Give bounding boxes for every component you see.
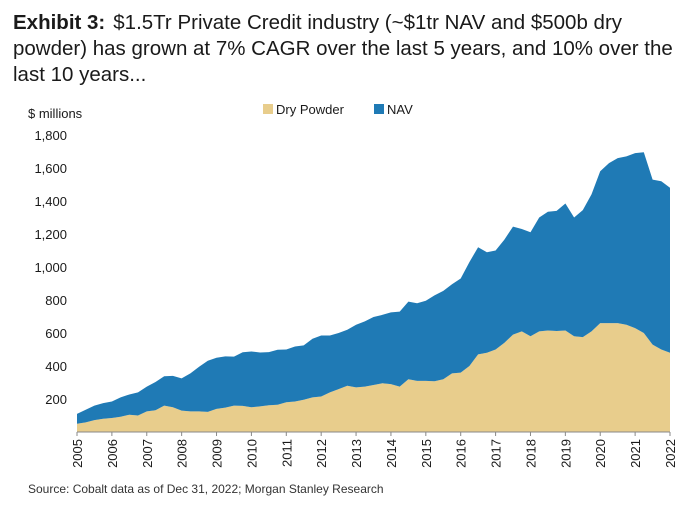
x-tick-label: 2022 xyxy=(663,439,678,468)
y-tick-label: 1,600 xyxy=(34,161,67,176)
source-note: Source: Cobalt data as of Dec 31, 2022; … xyxy=(28,482,384,496)
chart-title: Exhibit 3: $1.5Tr Private Credit industry… xyxy=(13,10,693,88)
x-tick-label: 2017 xyxy=(489,439,504,468)
legend-swatch-nav xyxy=(374,104,384,114)
x-tick-label: 2019 xyxy=(558,439,573,468)
y-axis-title: $ millions xyxy=(28,106,83,121)
y-axis-ticks: 200 400 600 800 1,000 1,200 1,400 1,600 1,800 xyxy=(34,128,67,407)
area-nav xyxy=(77,152,670,424)
y-tick-label: 800 xyxy=(45,293,67,308)
legend-label-dry-powder: Dry Powder xyxy=(276,102,345,117)
y-tick-label: 400 xyxy=(45,359,67,374)
x-axis-ticks: 2005 2006 2007 2008 2009 2010 2011 2012 2013 2014… xyxy=(70,432,678,468)
x-tick-label: 2018 xyxy=(523,439,538,468)
x-tick-label: 2021 xyxy=(628,439,643,468)
exhibit-label: Exhibit 3: xyxy=(13,11,106,34)
x-tick-label: 2008 xyxy=(175,439,190,468)
y-tick-label: 1,200 xyxy=(34,227,67,242)
legend-label-nav: NAV xyxy=(387,102,413,117)
x-tick-label: 2012 xyxy=(314,439,329,468)
y-tick-label: 600 xyxy=(45,326,67,341)
legend: Dry Powder NAV xyxy=(263,102,413,117)
y-tick-label: 1,400 xyxy=(34,194,67,209)
legend-swatch-dry-powder xyxy=(263,104,273,114)
x-tick-label: 2005 xyxy=(70,439,85,468)
x-tick-label: 2020 xyxy=(593,439,608,468)
x-tick-label: 2015 xyxy=(419,439,434,468)
area-layer xyxy=(77,152,670,432)
x-tick-label: 2016 xyxy=(454,439,469,468)
x-tick-label: 2011 xyxy=(279,439,294,467)
y-tick-label: 200 xyxy=(45,392,67,407)
x-tick-label: 2014 xyxy=(384,439,399,468)
x-tick-label: 2010 xyxy=(244,439,259,468)
y-tick-label: 1,800 xyxy=(34,128,67,143)
title-text: $1.5Tr Private Credit industry (~$1tr NA… xyxy=(13,11,673,86)
area-dry-powder xyxy=(77,323,670,432)
y-tick-label: 1,000 xyxy=(34,260,67,275)
x-tick-label: 2009 xyxy=(210,439,225,468)
x-tick-label: 2006 xyxy=(105,439,120,468)
x-tick-label: 2007 xyxy=(140,439,155,468)
x-tick-label: 2013 xyxy=(349,439,364,468)
